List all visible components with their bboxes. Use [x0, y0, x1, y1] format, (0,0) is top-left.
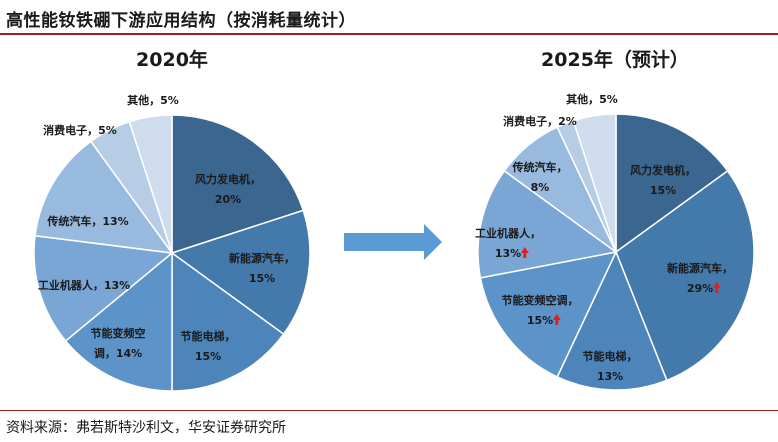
pie-slice-2020-3 [64, 251, 173, 392]
pie-slice-2025-4 [477, 169, 618, 279]
pie-chart-2025: 风力发电机， 15% 新能源汽车， 29% 节能电梯， 13% 节能变频空调， 15% 工业机器… [475, 92, 755, 391]
pie-slice-2020-0 [171, 114, 305, 255]
pie-chart-2020: 风力发电机， 20% 新能源汽车， 15% 节能电梯， 15% 节能变频空调，14% 工业机器… [33, 93, 311, 392]
title-divider [0, 33, 778, 35]
chart-title-2020: 2020年 [136, 48, 208, 71]
slice-label-2025-0-value: 15% [650, 184, 676, 197]
slice-label-2025-3-value: 15% [527, 314, 553, 327]
page-title: 高性能钕铁硼下游应用结构（按消耗量统计） [6, 11, 356, 31]
source-note: 资料来源：弗若斯特沙利文，华安证券研究所 [6, 420, 286, 436]
slice-label-2020-7: 其他，5% [127, 93, 179, 107]
source-divider [0, 410, 778, 411]
charts-canvas: 2020年 2025年（预计） 风力发电机， 20% 新能源汽车， 15% 节能电梯， 1… [33, 48, 755, 392]
slice-label-2025-7: 其他，5% [566, 92, 618, 106]
slice-label-2025-2-value: 13% [597, 370, 623, 383]
slice-label-2020-3-value: 调，14% [94, 346, 142, 360]
slice-label-2020-3: 节能变频空 [91, 326, 146, 340]
slice-label-2025-4-value: 13% [495, 247, 521, 260]
chart-title-2025: 2025年（预计） [541, 48, 689, 71]
pie-slice-2020-5 [34, 140, 174, 254]
slice-label-2020-2-value: 15% [195, 350, 221, 363]
slice-label-2020-5: 传统汽车，13% [46, 214, 128, 228]
increase-arrow-icon [520, 247, 529, 258]
slice-label-2020-0: 风力发电机， [195, 172, 261, 186]
slice-label-2020-2: 节能电梯， [181, 329, 236, 343]
pie-slice-2025-2 [556, 250, 668, 391]
pie-slice-2020-4 [33, 234, 174, 343]
increase-arrow-icon [712, 282, 721, 293]
slice-label-2025-1: 新能源汽车， [667, 261, 733, 275]
slice-label-2020-0-value: 20% [215, 193, 241, 206]
slice-label-2020-6: 消费电子，5% [43, 123, 117, 137]
slice-label-2020-1: 新能源汽车， [229, 251, 295, 265]
slice-label-2020-4: 工业机器人，13% [38, 278, 130, 292]
slice-label-2025-5-value: 8% [531, 181, 550, 194]
pie-slice-2025-0 [615, 113, 729, 254]
slice-label-2025-3: 节能变频空调， [502, 293, 579, 307]
slice-label-2025-6: 消费电子，2% [503, 114, 577, 128]
transition-arrow-icon [344, 224, 442, 260]
slice-label-2025-2: 节能电梯， [583, 349, 638, 363]
slice-label-2020-1-value: 15% [249, 272, 275, 285]
slice-label-2025-4: 工业机器人， [475, 226, 541, 240]
pie-slice-2025-3 [479, 250, 618, 378]
pie-slice-2020-2 [171, 251, 285, 392]
slice-label-2025-1-value: 29% [687, 282, 713, 295]
pie-slice-2025-1 [615, 169, 755, 382]
increase-arrow-icon [552, 314, 561, 325]
pie-slice-2020-1 [170, 209, 311, 336]
slice-label-2025-0: 风力发电机， [630, 163, 696, 177]
pie-slice-2020-7 [128, 114, 173, 254]
slice-label-2025-5: 传统汽车， [512, 160, 568, 174]
pie-slice-2025-7 [572, 113, 617, 253]
